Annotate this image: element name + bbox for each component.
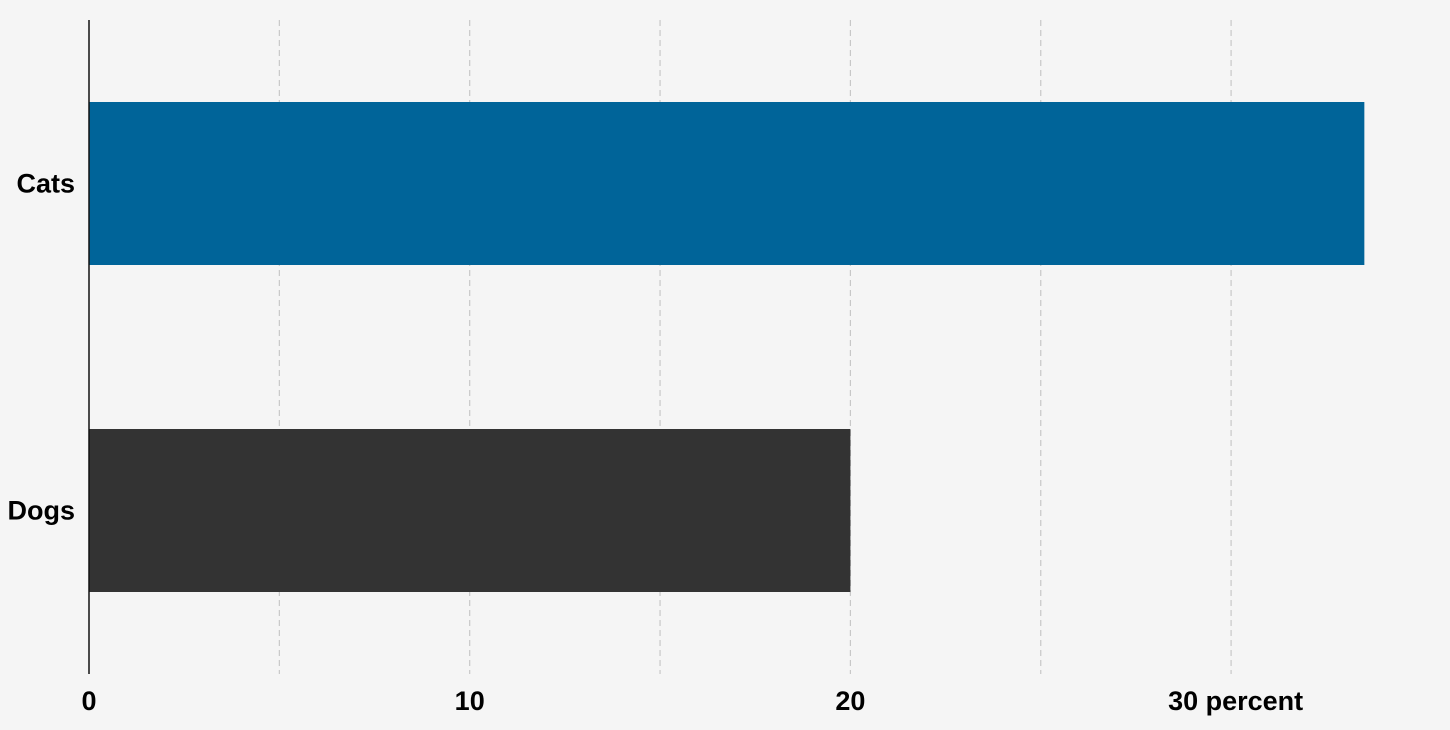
bar-dogs (89, 429, 851, 592)
category-labels: Cats Dogs (8, 169, 76, 526)
x-tick-label: 30 percent (1168, 686, 1303, 716)
bar-cats (89, 102, 1365, 265)
x-tick-labels: 0 10 20 30 percent (81, 686, 1303, 716)
bars (89, 102, 1365, 592)
x-tick-label: 20 (835, 686, 865, 716)
category-label-cats: Cats (16, 169, 75, 199)
category-label-dogs: Dogs (8, 496, 76, 526)
x-tick-label: 10 (455, 686, 485, 716)
x-tick-label: 0 (81, 686, 96, 716)
